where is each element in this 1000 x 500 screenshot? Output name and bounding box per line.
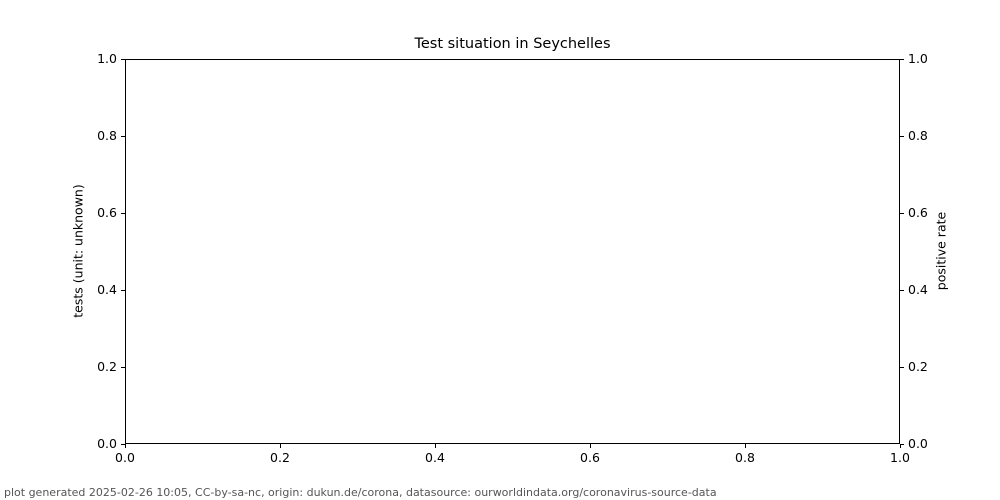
y-tick-label-left: 0.0 — [97, 436, 117, 451]
y-tick-label-right: 0.4 — [908, 282, 928, 297]
y-tick-label-right: 1.0 — [908, 51, 928, 66]
x-tick-label: 0.4 — [425, 450, 445, 465]
x-tick-mark — [899, 444, 901, 448]
y-axis-label-right: positive rate — [933, 211, 949, 291]
y-tick-label-left: 1.0 — [97, 51, 117, 66]
y-tick-mark-left — [121, 289, 125, 291]
footer-attribution: plot generated 2025-02-26 10:05, CC-by-s… — [4, 486, 717, 499]
y-tick-mark-left — [121, 366, 125, 368]
x-tick-label: 0.2 — [270, 450, 290, 465]
x-tick-label: 1.0 — [890, 450, 910, 465]
y-tick-label-left: 0.2 — [97, 359, 117, 374]
y-tick-label-right: 0.8 — [908, 128, 928, 143]
x-tick-mark — [744, 444, 746, 448]
chart-title: Test situation in Seychelles — [414, 36, 611, 52]
y-tick-mark-right — [900, 289, 904, 291]
y-tick-mark-left — [121, 58, 125, 60]
y-tick-label-right: 0.2 — [908, 359, 928, 374]
y-tick-label-right: 0.6 — [908, 205, 928, 220]
y-tick-mark-right — [900, 443, 904, 445]
y-tick-mark-left — [121, 135, 125, 137]
y-tick-label-left: 0.6 — [97, 205, 117, 220]
x-tick-label: 0.8 — [735, 450, 755, 465]
x-tick-mark — [589, 444, 591, 448]
x-tick-mark — [279, 444, 281, 448]
x-tick-label: 0.0 — [115, 450, 135, 465]
x-tick-mark — [434, 444, 436, 448]
x-tick-mark — [124, 444, 126, 448]
x-tick-label: 0.6 — [580, 450, 600, 465]
y-tick-mark-right — [900, 135, 904, 137]
y-tick-label-left: 0.8 — [97, 128, 117, 143]
y-tick-label-right: 0.0 — [908, 436, 928, 451]
y-tick-mark-right — [900, 366, 904, 368]
y-tick-mark-left — [121, 212, 125, 214]
y-tick-mark-right — [900, 58, 904, 60]
plot-area — [125, 59, 900, 444]
y-tick-label-left: 0.4 — [97, 282, 117, 297]
y-tick-mark-right — [900, 212, 904, 214]
y-tick-mark-left — [121, 443, 125, 445]
